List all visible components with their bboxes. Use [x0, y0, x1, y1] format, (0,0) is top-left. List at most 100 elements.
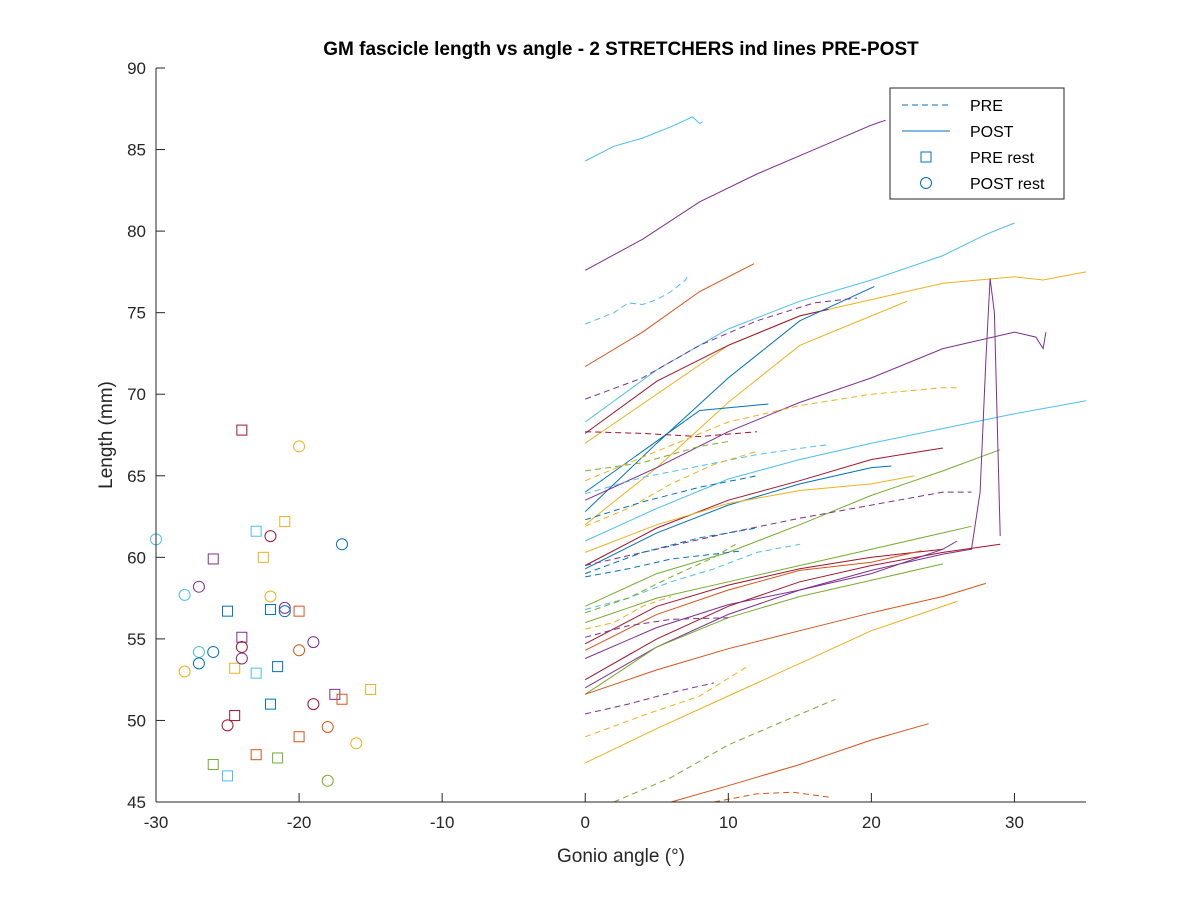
y-tick-label: 90 — [127, 59, 146, 78]
post-line-19 — [584, 278, 1001, 689]
chart-title: GM fascicle length vs angle - 2 STRETCHE… — [323, 39, 919, 60]
x-tick-label: -30 — [144, 813, 169, 832]
pre-rest-marker-2 — [250, 525, 262, 537]
post-line-21 — [585, 540, 958, 659]
post-rest-marker-18 — [307, 698, 320, 711]
post-rest-marker-22 — [321, 774, 334, 787]
y-tick-label: 65 — [127, 467, 146, 486]
post-rest-marker-10 — [307, 636, 320, 649]
post-line-1 — [584, 116, 703, 162]
post-line-10 — [584, 403, 769, 493]
post-line-12 — [584, 447, 943, 566]
post-line-2 — [584, 119, 886, 271]
post-rest-marker-11 — [293, 644, 306, 657]
post-line-8 — [584, 300, 908, 526]
post-rest-marker-17 — [178, 665, 191, 678]
pre-line-17 — [585, 664, 751, 738]
post-line-11 — [584, 400, 1086, 542]
post-line-9 — [584, 331, 1047, 501]
post-rest-marker-20 — [321, 720, 334, 733]
pre-rest-marker-5 — [207, 553, 219, 565]
post-line-5 — [584, 263, 755, 367]
x-tick-label: 10 — [719, 813, 738, 832]
pre-line-14 — [585, 617, 729, 638]
legend-swatch-post-rest — [920, 177, 932, 189]
post-rest-marker-1 — [293, 440, 306, 453]
pre-rest-marker-12 — [272, 661, 284, 673]
y-tick-label: 45 — [127, 793, 146, 812]
y-tick-label: 60 — [127, 548, 146, 567]
pre-rest-marker-7 — [264, 604, 276, 616]
x-tick-label: 20 — [862, 813, 881, 832]
pre-rest-marker-8 — [293, 605, 305, 617]
pre-line-4 — [585, 431, 757, 438]
post-line-13 — [584, 465, 892, 570]
y-tick-label: 85 — [127, 141, 146, 160]
post-rest-marker-15 — [235, 652, 248, 665]
x-tick-label: 30 — [1005, 813, 1024, 832]
pre-rest-marker-4 — [257, 551, 269, 563]
post-rest-marker-14 — [207, 645, 220, 658]
x-tick-label: -10 — [430, 813, 455, 832]
legend-label: POST — [970, 124, 1014, 141]
post-line-16 — [585, 525, 972, 624]
post-line-22 — [584, 563, 944, 695]
post-rest-marker-3 — [336, 538, 348, 551]
y-tick-label: 50 — [127, 711, 146, 730]
pre-line-3 — [585, 387, 958, 482]
post-rest-marker-7 — [264, 590, 277, 603]
pre-rest-marker-17 — [229, 710, 241, 722]
pre-rest-marker-16 — [365, 683, 377, 695]
post-rest-marker-16 — [192, 657, 205, 670]
pre-rest-marker-11 — [229, 662, 241, 674]
legend-label: PRE — [970, 98, 1003, 115]
pre-line-13 — [585, 550, 743, 578]
y-tick-label: 80 — [127, 222, 146, 241]
pre-rest-marker-21 — [207, 758, 219, 770]
legend-label: POST rest — [970, 176, 1045, 193]
pre-line-9 — [585, 491, 972, 566]
pre-rest-marker-9 — [236, 631, 248, 643]
plot-lines — [584, 116, 1086, 802]
plot-markers — [150, 424, 377, 787]
y-tick-label: 75 — [127, 304, 146, 323]
legend-swatch-pre-rest — [920, 151, 932, 163]
pre-rest-marker-22 — [222, 770, 234, 782]
post-line-25 — [670, 723, 929, 802]
post-rest-marker-5 — [192, 580, 205, 593]
pre-line-19 — [713, 791, 829, 802]
pre-line-11 — [585, 543, 800, 610]
post-rest-marker-13 — [192, 645, 205, 658]
y-axis-label: Length (mm) — [96, 381, 117, 489]
pre-line-1 — [585, 274, 689, 325]
pre-rest-marker-20 — [272, 752, 284, 764]
legend-box — [889, 87, 1065, 200]
pre-rest-marker-6 — [222, 605, 234, 617]
x-axis-label: Gonio angle (°) — [557, 846, 685, 867]
pre-rest-marker-18 — [293, 731, 305, 743]
y-tick-label: 55 — [127, 630, 146, 649]
legend: PRE POST PRE rest POST rest — [889, 87, 1065, 200]
y-tick-label: 70 — [127, 385, 146, 404]
post-line-20 — [584, 543, 1001, 681]
post-rest-marker-6 — [178, 588, 191, 601]
pre-line-16 — [585, 682, 715, 715]
post-line-6 — [584, 308, 829, 434]
post-line-24 — [584, 600, 958, 764]
pre-rest-marker-15 — [336, 693, 348, 705]
pre-line-8 — [585, 475, 757, 521]
post-rest-marker-19 — [221, 719, 234, 732]
axes: -30 -20 -10 0 10 20 30 45 50 55 60 65 70 75 80 85 90 — [127, 59, 1086, 832]
pre-line-10 — [585, 527, 757, 575]
post-line-4 — [584, 271, 1086, 444]
post-line-14 — [585, 475, 915, 553]
pre-line-5 — [585, 441, 729, 472]
pre-rest-marker-19 — [250, 749, 262, 761]
pre-rest-marker-1 — [236, 424, 248, 436]
post-rest-marker-8 — [278, 601, 291, 614]
pre-rest-marker-13 — [264, 698, 276, 710]
post-line-23 — [585, 582, 986, 695]
pre-line-12 — [585, 543, 736, 614]
x-tick-label: 0 — [580, 813, 589, 832]
